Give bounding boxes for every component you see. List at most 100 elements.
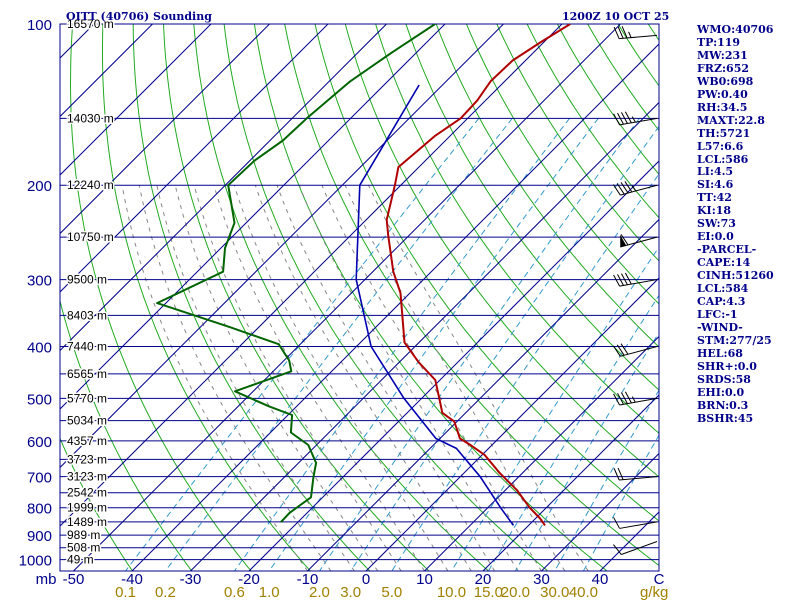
dry-adiabat xyxy=(375,24,659,434)
wind-barb-feather xyxy=(612,345,621,357)
index-item: SI:4.6 xyxy=(697,178,734,192)
height-label: 9500 m xyxy=(67,273,107,287)
height-label: 8403 m xyxy=(67,308,107,322)
pressure-label: 100 xyxy=(27,17,52,34)
wind-barb-feather xyxy=(613,113,621,126)
index-item: CAPE:14 xyxy=(697,256,751,270)
temperature-tick-label: 20 xyxy=(475,571,492,588)
height-label: 1489 m xyxy=(67,515,107,529)
wind-barb-staff xyxy=(619,117,658,126)
moist-adiabat xyxy=(156,185,355,571)
height-labels: 16570 m 14030 m 12240 m 10750 m 9500 m 8403 m… xyxy=(66,16,116,569)
index-item: WMO:40706 xyxy=(697,23,774,36)
dry-adiabat xyxy=(253,24,608,571)
height-label: 16570 m xyxy=(67,17,114,31)
index-item: L57:6.6 xyxy=(697,139,744,153)
index-item: TT:42 xyxy=(697,191,732,205)
wind-barb-half xyxy=(631,396,636,403)
index-item: LI:4.5 xyxy=(697,165,734,179)
index-item: EHI:0.0 xyxy=(697,385,745,399)
wind-barb xyxy=(612,181,658,196)
height-label: 49 m xyxy=(67,553,94,567)
moist-adiabat xyxy=(344,184,566,571)
pressure-label: 700 xyxy=(27,470,52,487)
mixing-ratio-label: 5.0 xyxy=(381,584,402,600)
temperature-tick-label: 40 xyxy=(592,571,609,588)
isotherm xyxy=(73,24,621,571)
dry-adiabat xyxy=(770,24,800,571)
isotherm xyxy=(424,335,659,571)
index-item: MW:231 xyxy=(697,48,748,62)
mixing-ratio-label: 2.0 xyxy=(309,584,330,600)
index-item: SW:73 xyxy=(697,217,736,231)
dry-adiabat xyxy=(193,24,489,571)
dry-adiabat xyxy=(314,24,659,522)
moist-adiabat xyxy=(233,185,449,571)
wind-barb xyxy=(612,343,658,357)
mixing-ratio-label: 0.1 xyxy=(115,584,136,600)
isotherm xyxy=(541,452,659,571)
index-item: BRN:0.3 xyxy=(697,398,749,412)
wind-barb-feather xyxy=(613,468,620,481)
index-item: CINH:51260 xyxy=(697,269,774,283)
pressure-unit-label: mb xyxy=(36,571,57,588)
wind-barb-staff xyxy=(619,397,658,406)
index-item: SHR+:0.0 xyxy=(697,359,757,373)
index-item: PW:0.40 xyxy=(697,87,748,101)
index-item: LFC:-1 xyxy=(697,307,738,321)
sounding-profiles xyxy=(156,24,571,526)
index-item: TH:5721 xyxy=(697,126,751,140)
wind-barb-feather xyxy=(620,392,628,404)
mixing-ratio-labels: 0.1 0.2 0.6 1.0 2.0 3.0 5.0 10.0 15.020.0 30.0 40.… xyxy=(115,584,668,600)
dry-adiabat xyxy=(132,24,371,571)
temperature-tick-label: -50 xyxy=(63,571,85,588)
isotherm xyxy=(307,218,659,571)
index-item: STM:277/25 xyxy=(697,333,772,347)
wind-barb-staff xyxy=(620,184,658,196)
pressure-label: 800 xyxy=(27,501,52,518)
mixing-ratio-label: 3.0 xyxy=(340,584,361,600)
wind-barb-staff xyxy=(620,346,658,357)
isotherm xyxy=(0,24,36,571)
mixing-ratio-line xyxy=(164,117,513,571)
indices-panel: WMO:40706 TP:119 MW:231 FRZ:652 WB0:698 PW:0.… xyxy=(697,23,774,426)
isotherm xyxy=(60,24,504,469)
height-label: 6565 m xyxy=(67,367,107,381)
temperature-tick-label: -40 xyxy=(121,571,143,588)
isotherm xyxy=(365,277,659,571)
wind-barb-feather xyxy=(620,343,629,355)
height-label: 14030 m xyxy=(67,111,114,125)
isotherm xyxy=(190,101,659,571)
valid-time: 1200Z 10 OCT 25 xyxy=(562,10,670,23)
index-item: CAP:4.3 xyxy=(697,295,746,309)
temperature-tick-label: 10 xyxy=(416,571,433,588)
pressure-label: 200 xyxy=(27,178,52,195)
wind-barb-feather xyxy=(616,183,625,195)
moist-adiabat xyxy=(138,185,332,571)
wind-barb-feather xyxy=(617,26,624,39)
temperature-tick-label: -10 xyxy=(297,571,319,588)
isotherm xyxy=(60,24,329,293)
wind-barb-feather xyxy=(613,26,620,39)
wind-barb-feather xyxy=(617,392,624,405)
index-item: EI:0.0 xyxy=(697,230,734,244)
isotherm xyxy=(131,43,659,571)
wind-barb-feather xyxy=(613,544,622,555)
index-item: TP:119 xyxy=(697,35,741,49)
index-item: MAXT:22.8 xyxy=(697,113,765,127)
dry-adiabat xyxy=(69,24,252,571)
wind-barb-feather xyxy=(624,111,632,124)
wind-barbs xyxy=(612,26,658,555)
wind-barb xyxy=(613,541,658,555)
isotherm xyxy=(60,24,563,527)
mixing-ratio-line xyxy=(350,125,659,571)
pressure-label: 600 xyxy=(27,434,52,451)
wind-barb-feather xyxy=(624,391,632,404)
parcel-profile-line xyxy=(355,84,515,526)
mixing-ratio-label: 0.2 xyxy=(155,584,176,600)
wind-barb-feather xyxy=(617,274,624,286)
isotherm xyxy=(248,160,659,571)
temperature-axis-labels: mb -50 -40 -30 -20 -10 0 10 20 30 40 C xyxy=(36,571,665,588)
index-item: -PARCEL- xyxy=(697,243,757,257)
